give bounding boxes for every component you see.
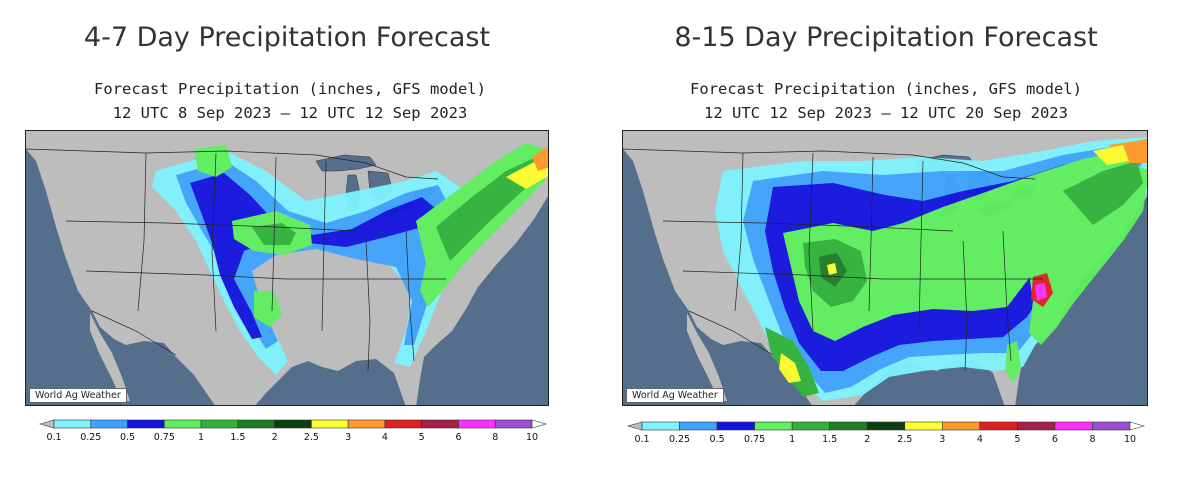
precip-core-mexico-yellow xyxy=(779,353,801,383)
forecast-panel-8-15-day: 8-15 Day Precipitation Forecast Forecast… xyxy=(600,0,1200,480)
state-borders xyxy=(26,148,446,372)
colorbar-canvas: 0.1 0.25 0.5 0.75 1 1.5 2 2.5 3 4 5 6 8 10 xyxy=(626,421,1146,445)
panel-period: 12 UTC 8 Sep 2023 – 12 UTC 12 Sep 2023 xyxy=(112,104,468,122)
colorbar-swatch xyxy=(679,421,718,431)
precip-shading xyxy=(715,137,1147,401)
panel-subtitle: Forecast Precipitation (inches, GFS mode… xyxy=(94,80,486,98)
colorbar-tick-label: 0.25 xyxy=(669,434,690,445)
colorbar-tick-label: 4 xyxy=(382,432,388,443)
precip-east-coast-dark xyxy=(436,157,540,261)
map-canvas xyxy=(26,131,548,405)
colorbar-tick-label: 3 xyxy=(345,432,351,443)
colorbar-swatch xyxy=(274,419,312,429)
precip-core-southwest xyxy=(254,291,282,327)
colorbar-tick-label: 1.5 xyxy=(822,434,837,445)
colorbar-tick-label: 0.1 xyxy=(46,432,61,443)
precip-east-coast-dark xyxy=(1063,161,1143,225)
colorbar-tick-label: 0.75 xyxy=(744,434,765,445)
colorbar-swatch xyxy=(200,419,239,429)
panel-period: 12 UTC 12 Sep 2023 – 12 UTC 20 Sep 2023 xyxy=(704,104,1068,122)
colorbar-swatch xyxy=(458,419,496,429)
state-borders xyxy=(623,148,1043,372)
panel-title: 8-15 Day Precipitation Forecast xyxy=(674,22,1098,53)
lake-superior xyxy=(315,154,377,172)
colorbar-swatch xyxy=(127,419,165,429)
colorbar-tick-label: 8 xyxy=(1089,434,1095,445)
map-credit: World Ag Weather xyxy=(29,388,127,403)
colorbar-swatch xyxy=(866,421,906,431)
colorbar-tick-label: 5 xyxy=(1014,434,1020,445)
colorbar-swatch xyxy=(829,421,868,431)
map-credit: World Ag Weather xyxy=(626,388,724,403)
colorbar-swatch xyxy=(384,419,422,429)
precip-colorbar: 0.1 0.25 0.5 0.75 1 1.5 2 2.5 3 4 5 6 8 10 xyxy=(626,421,1146,448)
precip-colorbar: 0.1 0.25 0.5 0.75 1 1.5 2 2.5 3 4 5 6 8 10 xyxy=(38,419,548,446)
colorbar-swatch xyxy=(164,419,202,429)
forecast-panel-4-7-day: 4-7 Day Precipitation Forecast Forecast … xyxy=(25,22,549,446)
precip-band-heavy xyxy=(190,173,436,339)
colorbar-swatch xyxy=(641,421,680,431)
colorbar-arrow-high xyxy=(531,419,548,429)
colorbar-swatch xyxy=(347,419,386,429)
baja-peninsula xyxy=(687,313,727,401)
colorbar-tick-label: 1.5 xyxy=(230,432,245,443)
precip-core-plains xyxy=(783,151,1137,341)
precipitation-map: World Ag Weather xyxy=(25,130,549,406)
colorbar-tick-label: 8 xyxy=(492,432,498,443)
colorbar-arrow-low xyxy=(626,421,643,431)
colorbar-tick-label: 6 xyxy=(1052,434,1058,445)
precip-northeast-orange xyxy=(532,146,548,171)
colorbar-tick-label: 0.25 xyxy=(80,432,101,443)
colorbar-tick-label: 0.5 xyxy=(120,432,135,443)
colorbar-tick-label: 10 xyxy=(526,432,538,443)
colorbar-tick-label: 2.5 xyxy=(897,434,912,445)
colorbar-tick-label: 0.5 xyxy=(710,434,725,445)
panel-title: 4-7 Day Precipitation Forecast xyxy=(83,22,491,53)
colorbar-swatch xyxy=(791,421,830,431)
colorbar-canvas: 0.1 0.25 0.5 0.75 1 1.5 2 2.5 3 4 5 6 8 10 xyxy=(38,419,548,443)
colorbar-tick-label: 2.5 xyxy=(304,432,319,443)
colorbar-swatch xyxy=(1092,421,1131,431)
colorbar-swatch xyxy=(942,421,981,431)
precip-core-rockies xyxy=(194,145,232,177)
colorbar-swatch xyxy=(754,421,793,431)
precip-florida-green xyxy=(1005,341,1021,383)
colorbar-swatch xyxy=(494,419,533,429)
colorbar-swatch xyxy=(716,421,755,431)
precipitation-map: World Ag Weather xyxy=(622,130,1148,406)
colorbar-swatch xyxy=(1017,421,1056,431)
precip-northeast-orange xyxy=(1109,139,1147,163)
colorbar-swatch xyxy=(979,421,1018,431)
colorbar-swatch xyxy=(1054,421,1093,431)
colorbar-tick-label: 2 xyxy=(864,434,870,445)
precip-shading xyxy=(152,143,548,375)
panel-subtitle: Forecast Precipitation (inches, GFS mode… xyxy=(690,80,1082,98)
colorbar-swatch xyxy=(90,419,128,429)
colorbar-tick-label: 3 xyxy=(939,434,945,445)
colorbar-tick-label: 2 xyxy=(272,432,278,443)
colorbar-tick-label: 4 xyxy=(977,434,983,445)
precip-core-central-yellow xyxy=(827,263,837,275)
colorbar-swatch xyxy=(237,419,275,429)
colorbar-swatch xyxy=(53,419,92,429)
colorbar-tick-label: 1 xyxy=(789,434,795,445)
colorbar-tick-label: 0.75 xyxy=(154,432,175,443)
colorbar-swatch xyxy=(421,419,459,429)
baja-peninsula xyxy=(90,313,130,401)
map-canvas xyxy=(623,131,1147,405)
colorbar-swatch xyxy=(311,419,349,429)
colorbar-tick-label: 5 xyxy=(419,432,425,443)
colorbar-swatch xyxy=(904,421,943,431)
colorbar-arrow-low xyxy=(38,419,55,429)
precip-northeast-yellow xyxy=(1093,145,1129,165)
colorbar-arrow-high xyxy=(1129,421,1146,431)
colorbar-tick-label: 1 xyxy=(198,432,204,443)
colorbar-tick-label: 10 xyxy=(1124,434,1136,445)
colorbar-tick-label: 6 xyxy=(455,432,461,443)
precip-carolina-magenta xyxy=(1035,283,1047,301)
colorbar-tick-label: 0.1 xyxy=(634,434,649,445)
